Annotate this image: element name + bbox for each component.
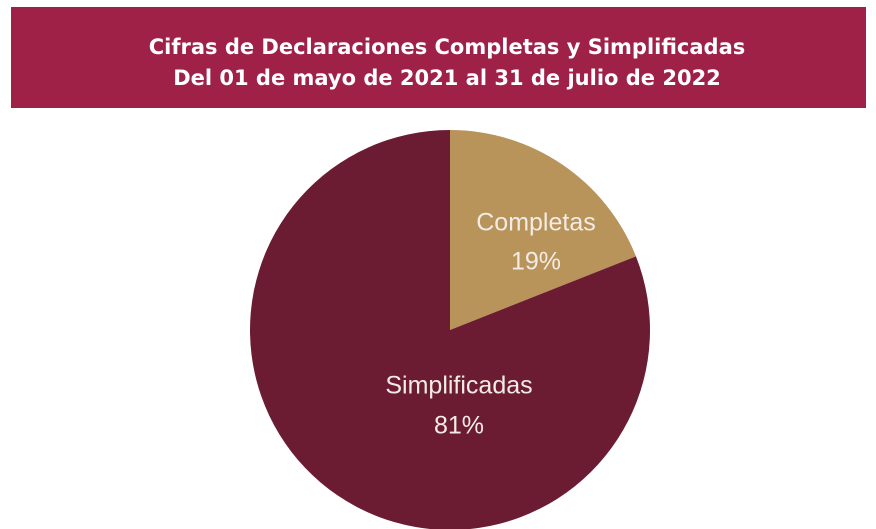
chart-subtitle: Del 01 de mayo de 2021 al 31 de julio de… (173, 66, 721, 90)
pie (250, 130, 650, 529)
slice-value-label: 81% (434, 412, 484, 440)
slice-value-label: 19% (511, 248, 561, 276)
chart-title: Cifras de Declaraciones Completas y Simp… (149, 35, 746, 59)
slice-category-label: Simplificadas (385, 372, 532, 400)
slice-category-label: Completas (476, 209, 596, 237)
pie-slice (250, 130, 650, 529)
title-banner (11, 7, 866, 108)
pie-slice (450, 130, 636, 330)
